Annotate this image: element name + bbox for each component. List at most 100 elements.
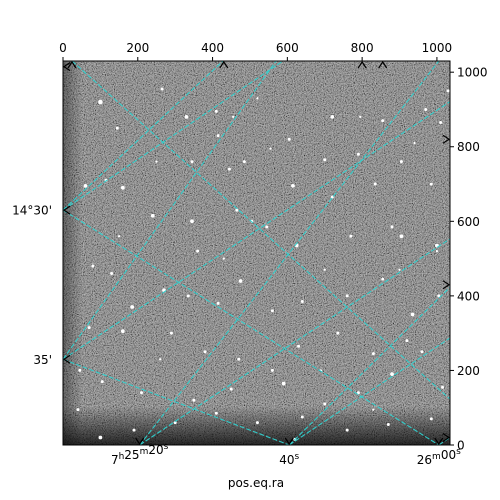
ra-bottom-tick-0 xyxy=(135,437,145,446)
star-12 xyxy=(291,184,295,188)
star-30 xyxy=(196,249,200,253)
image-left-fade xyxy=(63,61,450,445)
star-82 xyxy=(98,435,103,440)
top-tick-label-0: 0 xyxy=(59,41,67,55)
star-57 xyxy=(270,368,274,372)
star-69 xyxy=(323,402,327,406)
star-72 xyxy=(420,350,424,354)
star-39 xyxy=(429,182,433,186)
world-axes: 7h25m20s 40s 26m00s 14°30' 35' xyxy=(12,60,461,467)
ra-tick-label-1: 40s xyxy=(279,452,299,467)
star-34 xyxy=(330,195,334,199)
star-87 xyxy=(155,160,158,163)
star-2 xyxy=(160,87,164,91)
star-29 xyxy=(190,219,194,224)
ra-top-tick-0 xyxy=(67,60,77,69)
star-15 xyxy=(323,158,327,162)
grid-line-dec-7 xyxy=(139,61,440,445)
star-23 xyxy=(446,89,450,93)
star-88 xyxy=(117,235,121,238)
star-73 xyxy=(441,385,445,389)
grid-line-ra-3 xyxy=(139,238,450,445)
star-18 xyxy=(381,119,385,123)
dec-right-tick-2 xyxy=(442,433,451,443)
star-36 xyxy=(390,225,394,229)
star-25 xyxy=(83,184,88,188)
grid-line-ra-4 xyxy=(288,337,450,445)
top-tick-label-400: 400 xyxy=(201,41,224,55)
star-75 xyxy=(386,422,390,426)
star-77 xyxy=(300,415,304,419)
dec-right-tick-0 xyxy=(442,134,451,144)
grid-line-dec-10 xyxy=(63,358,290,445)
star-31 xyxy=(235,208,239,212)
star-40 xyxy=(91,264,95,268)
star-59 xyxy=(203,350,207,354)
star-90 xyxy=(398,268,401,271)
star-17 xyxy=(373,182,377,186)
right-tick-label-400: 400 xyxy=(457,289,480,303)
star-71 xyxy=(390,372,394,377)
grid-line-dec-11 xyxy=(63,209,440,445)
star-85 xyxy=(359,115,362,119)
dec-tick-label-0: 14°30' xyxy=(12,204,52,218)
star-68 xyxy=(281,381,286,386)
star-7 xyxy=(242,160,246,164)
star-67 xyxy=(229,387,233,391)
star-64 xyxy=(100,380,104,384)
star-61 xyxy=(120,329,125,334)
star-54 xyxy=(371,352,375,356)
star-28 xyxy=(150,213,155,218)
grid-line-ra-1 xyxy=(63,61,284,211)
star-51 xyxy=(410,312,415,317)
star-5 xyxy=(190,160,194,164)
dec-tick-label-1: 35' xyxy=(33,353,52,367)
top-tick-label-600: 600 xyxy=(276,41,299,55)
star-14 xyxy=(330,115,335,119)
top-tick-label-1000: 1000 xyxy=(422,41,453,55)
grid-line-ra-0 xyxy=(71,61,450,400)
star-field xyxy=(76,87,450,441)
ra-top-tick-1 xyxy=(219,60,229,69)
star-52 xyxy=(437,294,441,298)
star-27 xyxy=(120,185,125,190)
star-4 xyxy=(214,109,218,113)
star-91 xyxy=(222,257,225,260)
plot-frame xyxy=(62,60,451,446)
star-42 xyxy=(130,305,135,309)
star-78 xyxy=(255,421,259,425)
ra-top-tick-3 xyxy=(378,60,388,69)
star-49 xyxy=(345,294,349,298)
grid-line-dec-8 xyxy=(288,286,450,445)
star-53 xyxy=(405,339,409,343)
star-3 xyxy=(184,115,189,119)
star-46 xyxy=(238,279,243,283)
star-66 xyxy=(192,398,196,402)
star-19 xyxy=(399,160,403,164)
right-tick-label-1000: 1000 xyxy=(457,66,488,80)
star-48 xyxy=(300,299,304,303)
ra-tick-label-0: 7h25m20s xyxy=(111,442,169,467)
top-tick-label-200: 200 xyxy=(126,41,149,55)
grid-line-ra-2 xyxy=(63,101,450,360)
star-11 xyxy=(269,147,272,150)
star-79 xyxy=(214,411,218,415)
star-55 xyxy=(336,331,340,335)
plot-area xyxy=(63,61,450,445)
star-62 xyxy=(87,326,91,330)
star-45 xyxy=(216,301,220,305)
ra-bottom-tick-1 xyxy=(284,437,294,446)
grid-line-dec-5 xyxy=(63,61,277,360)
star-92 xyxy=(159,358,162,361)
star-50 xyxy=(381,277,385,281)
right-tick-label-800: 800 xyxy=(457,140,480,154)
star-22 xyxy=(439,121,443,125)
star-38 xyxy=(435,250,439,253)
ra-top-tick-2 xyxy=(357,60,367,69)
dec-left-tick-0 xyxy=(62,205,71,215)
ra-tick-label-2: 26m00s xyxy=(417,447,461,467)
star-83 xyxy=(76,408,80,412)
star-60 xyxy=(169,331,173,335)
star-81 xyxy=(132,428,136,432)
